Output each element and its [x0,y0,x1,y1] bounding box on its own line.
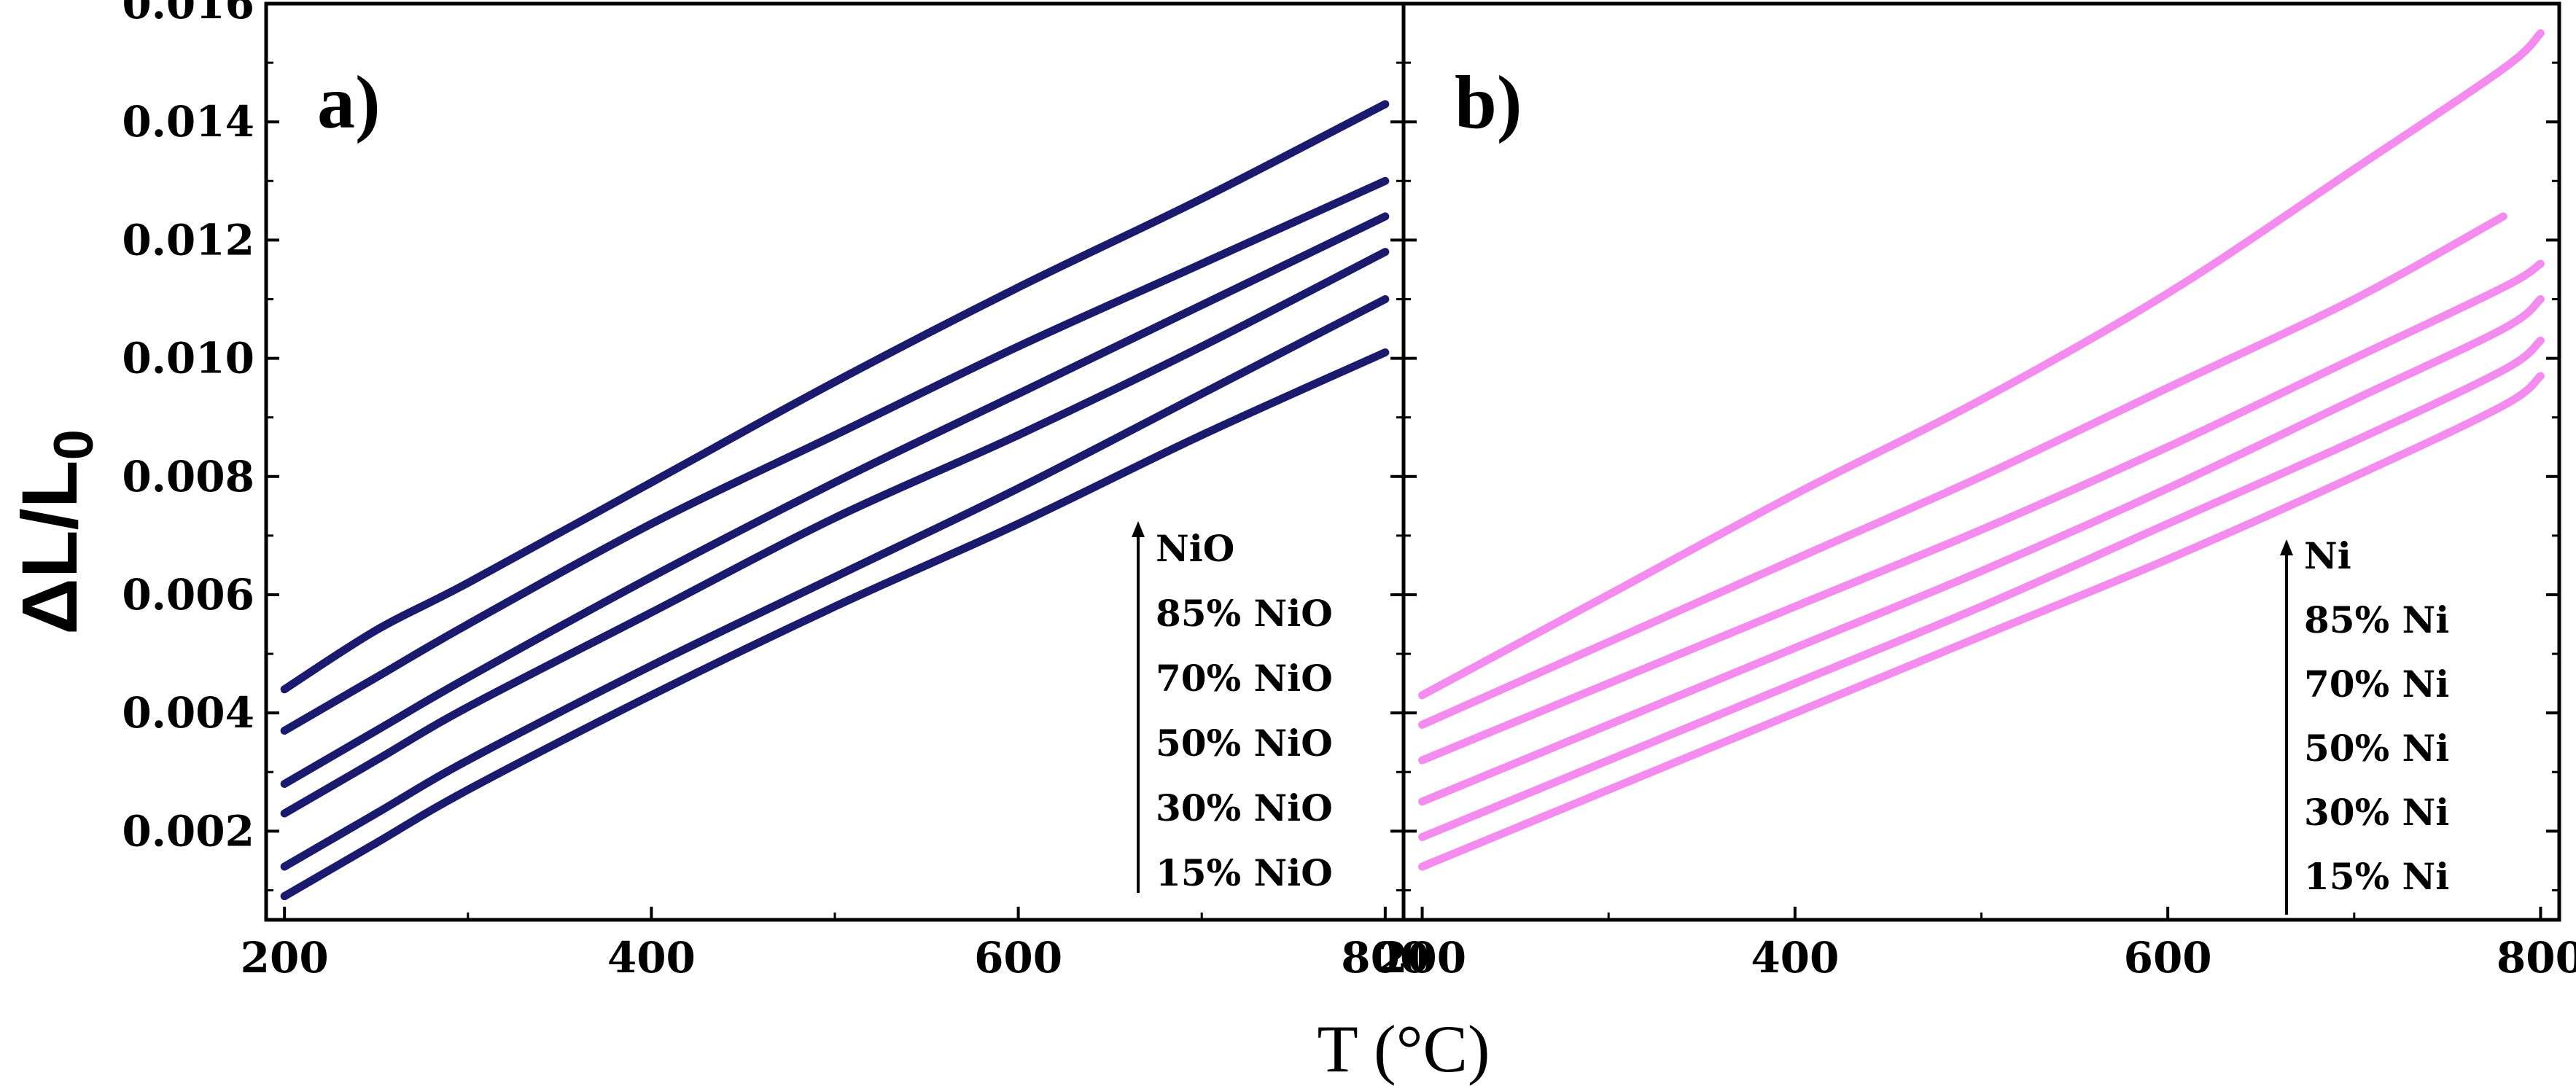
series-line [1418,29,2545,700]
legend-entry: 50% NiO [1156,722,1333,765]
y-tick-label: 0.002 [122,806,254,856]
series-line [1418,212,2507,729]
y-tick-label: 0.006 [122,570,254,620]
y-tick-label: 0.016 [122,0,254,28]
series-line [280,294,1390,871]
x-tick-label: 800 [2497,933,2576,983]
x-tick-label: 200 [1378,933,1466,983]
legend-entry: 85% Ni [2304,598,2449,641]
series-line [1418,259,2545,765]
legend-entry: 50% Ni [2304,727,2449,770]
legend-entry: 70% NiO [1156,657,1333,700]
y-tick-label: 0.008 [122,452,254,501]
y-tick-label: 0.004 [122,688,254,738]
legend-arrow-head [1132,521,1145,537]
series-line [280,176,1390,735]
panel-a: 200 400 600 800 0.002 0.004 0.006 0.008 0.010 0.0… [122,0,1429,983]
x-tick-label: 200 [241,933,329,983]
series-line [280,212,1390,788]
panel-label: b) [1455,60,1522,144]
series-line [280,348,1390,901]
legend-entry: 30% NiO [1156,786,1333,829]
y-tick-label: 0.012 [122,215,254,265]
legend-entry: 85% NiO [1156,592,1333,635]
series-line [1418,336,2545,841]
x-tick-label: 400 [607,933,696,983]
legend-entry: Ni [2304,534,2351,577]
legend-entry: 70% Ni [2304,663,2449,706]
y-axis-title: ΔL/L0 [5,429,105,635]
series-line [280,248,1390,818]
x-tick-label: 600 [974,933,1062,983]
panel-label: a) [317,60,381,144]
series-line [1418,294,2545,806]
x-tick-label: 600 [2124,933,2212,983]
legend-entry: NiO [1156,527,1234,570]
legend-entry: 30% Ni [2304,791,2449,834]
legend-arrow-head [2280,539,2293,555]
legend-entry: 15% NiO [1156,851,1333,894]
y-tick-label: 0.014 [122,97,254,147]
panel-b: 200 400 600 800 b) Ni 85% Ni 70% Ni 50% Ni 30% Ni… [1378,1,2576,983]
series-line [280,100,1390,694]
x-tick-label: 800 [1341,933,1429,983]
x-tick-label: 400 [1751,933,1839,983]
legend-entry: 15% Ni [2304,855,2449,898]
series-line [1418,372,2545,871]
y-tick-label: 0.010 [122,334,254,383]
x-axis-title: T (°C) [1318,1012,1490,1086]
plot-frame [264,1,1406,922]
